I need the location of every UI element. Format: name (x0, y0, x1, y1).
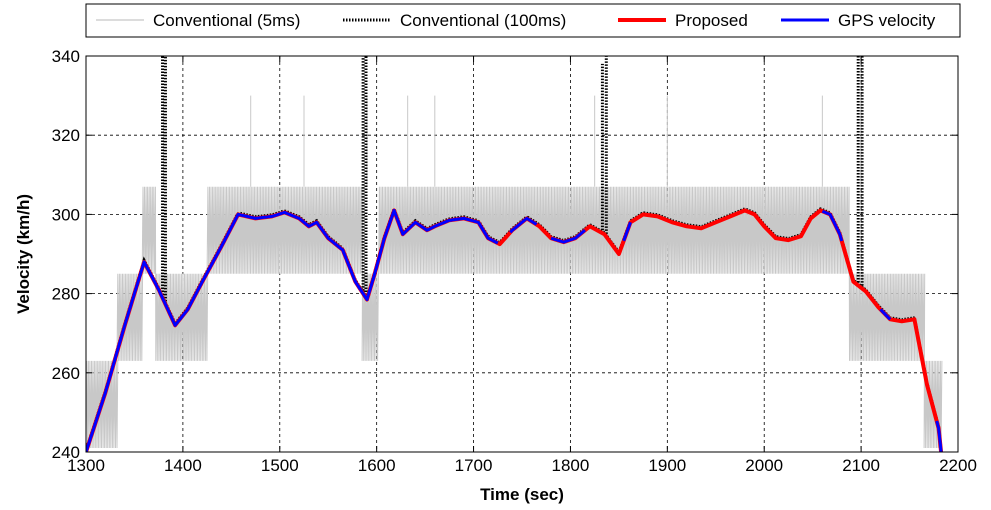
y-axis-label: Velocity (km/h) (14, 194, 33, 314)
y-tick-label: 340 (52, 47, 80, 66)
legend-label-conventional-100ms: Conventional (100ms) (400, 11, 566, 30)
series-gps-velocity (821, 209, 844, 242)
series-gps-velocity (879, 308, 892, 321)
x-tick-label: 1300 (67, 456, 105, 475)
ticks: 1300 1400 1500 1600 1700 1800 1900 2000 2100 2200… (52, 47, 977, 475)
x-tick-label: 1500 (261, 456, 299, 475)
legend: Conventional (5ms) Conventional (100ms) … (85, 3, 961, 38)
y-tick-label: 280 (52, 285, 80, 304)
y-tick-label: 320 (52, 126, 80, 145)
x-tick-label: 1800 (552, 456, 590, 475)
legend-label-gps-velocity: GPS velocity (838, 11, 936, 30)
x-tick-label: 2000 (745, 456, 783, 475)
x-tick-label: 1600 (358, 456, 396, 475)
series-gps-velocity (86, 208, 499, 452)
x-tick-label: 1700 (455, 456, 493, 475)
x-tick-label: 1400 (164, 456, 202, 475)
series-gps-velocity (550, 229, 586, 244)
plot-frame (85, 55, 959, 453)
x-tick-label: 2200 (939, 456, 977, 475)
y-tick-label: 300 (52, 205, 80, 224)
y-tick-label: 240 (52, 443, 80, 462)
legend-label-conventional-5ms: Conventional (5ms) (153, 11, 300, 30)
x-tick-label: 2100 (842, 456, 880, 475)
x-axis-label: Time (sec) (480, 485, 564, 504)
y-tick-label: 260 (52, 364, 80, 383)
series-gps-velocity (935, 420, 943, 452)
series-gps-velocity (622, 221, 632, 242)
legend-label-proposed: Proposed (675, 11, 748, 30)
series-group (86, 56, 944, 452)
series-gps-velocity (509, 216, 538, 234)
x-tick-label: 1900 (648, 456, 686, 475)
